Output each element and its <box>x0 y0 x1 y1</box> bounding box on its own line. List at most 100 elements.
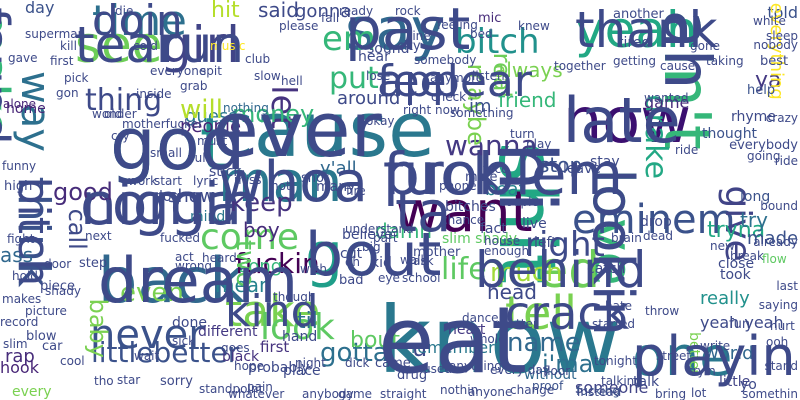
word-never: never <box>90 312 205 358</box>
word-gotta: gotta <box>320 338 389 368</box>
word-line: line <box>409 29 431 43</box>
word-oh: oh <box>345 255 360 269</box>
word-gave: gave <box>8 51 38 65</box>
word-die: die <box>115 4 134 18</box>
word-listen: listen <box>472 69 505 83</box>
word-i-ma: i'ma <box>542 350 594 378</box>
word-dog: dog <box>154 189 181 205</box>
word-door: door <box>44 257 72 271</box>
word-em: em <box>322 19 377 59</box>
word-wish: wish <box>300 262 328 276</box>
word-sick: sick <box>172 334 196 348</box>
word-problem: problem <box>383 140 623 208</box>
word-instead: instead <box>577 385 622 399</box>
word-ya: ya <box>755 68 782 93</box>
word-thank: thank <box>575 1 718 59</box>
word-pain: pain <box>247 380 273 394</box>
word-please: please <box>279 19 319 33</box>
word-nothing: nothing <box>223 101 269 115</box>
word-step: step <box>79 256 108 271</box>
word-change: change <box>510 383 555 397</box>
word-took: took <box>720 267 751 283</box>
word-fucking: fucking <box>576 384 620 398</box>
word-playin: playin <box>632 325 796 388</box>
word-feel: feel <box>377 56 459 107</box>
word-inside: inside <box>136 87 172 101</box>
word-wait: wait <box>134 349 160 363</box>
word-proof: proof <box>532 379 564 393</box>
word-around: around <box>337 88 401 109</box>
word-mother: mother <box>413 245 461 260</box>
word-need: need <box>475 241 600 299</box>
word-ride: ride <box>675 143 699 157</box>
word-til: til <box>297 309 318 334</box>
word-part: part <box>373 231 398 245</box>
word-put: put <box>329 61 379 96</box>
word-superman: superman <box>25 27 86 41</box>
word-gon: gon <box>56 86 79 100</box>
word-small: small <box>150 146 182 160</box>
word-street: street <box>656 349 692 363</box>
word-fight: fight <box>7 232 35 246</box>
word-turn: turn <box>510 127 535 141</box>
word-ta: ta <box>395 180 452 245</box>
word-whoa: whoa <box>218 150 368 215</box>
word-bitches: bitches <box>445 199 496 215</box>
word-tryna: tryna <box>707 218 766 243</box>
word-stand: stand <box>764 359 798 373</box>
word-enough: enough <box>484 244 530 258</box>
word-every-day: every day <box>490 363 550 377</box>
word-something: something <box>450 106 514 120</box>
word-long: long <box>740 189 771 205</box>
word-sorry: sorry <box>160 374 193 389</box>
word-comin: comin <box>80 170 257 238</box>
word-money: money <box>232 100 315 128</box>
word-old: old <box>104 107 123 121</box>
word-flow: flow <box>762 252 787 266</box>
word-believe: believe <box>342 227 393 243</box>
word-slim: slim <box>3 337 28 351</box>
word-told: told <box>767 3 798 22</box>
word-cause: cause <box>212 85 435 174</box>
word-yeah-yeah: yeah yeah <box>700 313 784 332</box>
word-couple: couple <box>499 195 539 209</box>
word-first: first <box>260 338 290 356</box>
word-dance: dance <box>462 311 499 325</box>
word-miss: miss <box>234 173 262 187</box>
word-yo: yo <box>740 377 757 393</box>
word-started: started <box>592 317 635 331</box>
word-hell: hell <box>281 74 303 88</box>
word-wonder: wonder <box>92 107 137 121</box>
word-everyone: everyone <box>150 64 207 78</box>
word-work: work <box>128 174 158 188</box>
word-anyone: anyone <box>468 385 513 399</box>
word-littlebetter: littlebetter <box>91 336 240 369</box>
word-mic: mic <box>478 11 502 26</box>
word-bad: bad <box>339 273 364 288</box>
word-star: star <box>117 373 141 387</box>
word-little: little <box>719 374 751 390</box>
word-y-all: y'all <box>320 158 357 179</box>
word-phone: phone <box>439 179 477 193</box>
word-fuck: fuck <box>383 140 506 208</box>
word-slow: slow <box>254 69 281 83</box>
word-u: u <box>412 334 428 362</box>
word-spit: spit <box>200 64 222 78</box>
word-dream: dream <box>98 244 299 317</box>
word-catch: catch <box>587 261 626 277</box>
word-eminem: eminem <box>572 197 736 243</box>
word-talking: talking <box>601 374 642 388</box>
word-house: house <box>484 234 521 248</box>
word-boy: boy <box>243 218 280 242</box>
word-cut: cut <box>340 246 363 262</box>
word-tonight: tonight <box>594 354 637 368</box>
word-many: many <box>316 179 356 195</box>
word-okay: okay <box>366 114 395 128</box>
word-made: made <box>747 228 799 249</box>
word-throw: throw <box>645 304 680 318</box>
word-gonna: gonna <box>295 1 352 22</box>
word-nobody: nobody <box>753 38 798 52</box>
word-bout: bout <box>305 220 442 290</box>
word-walk: walk <box>400 253 428 267</box>
